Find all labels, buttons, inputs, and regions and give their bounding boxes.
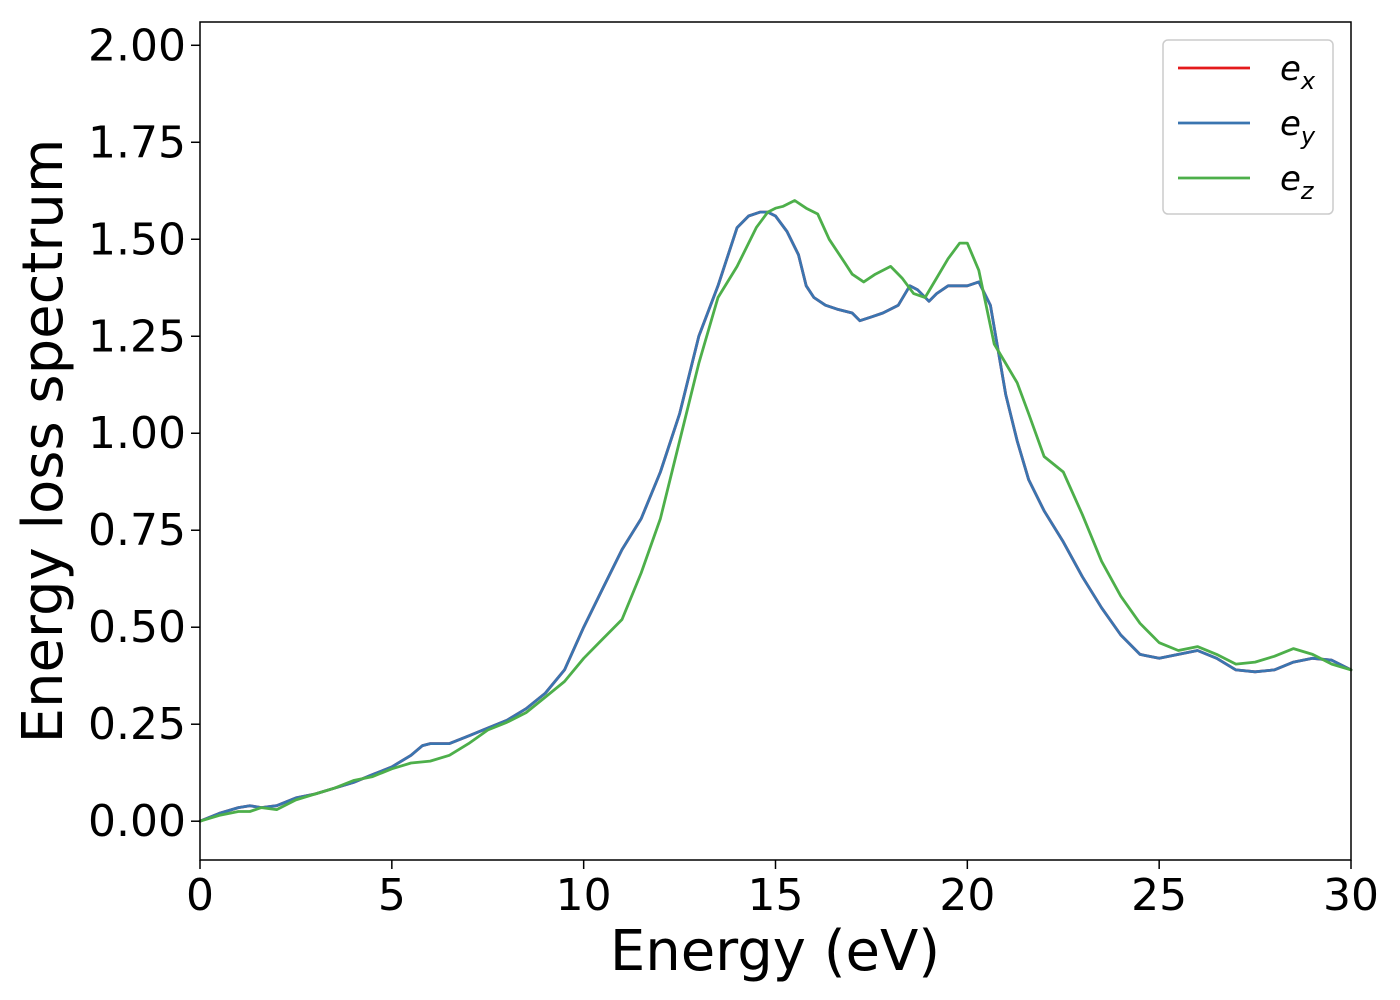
- y-tick-label: 1.50: [88, 214, 186, 265]
- y-tick-label: 1.75: [88, 117, 186, 168]
- series-line-e-z: [198, 199, 1353, 823]
- y-tick-label: 0.00: [88, 796, 186, 847]
- x-tick-label: 30: [1323, 870, 1379, 921]
- x-tick-label: 25: [1131, 870, 1187, 921]
- x-axis-label: Energy (eV): [610, 919, 940, 984]
- legend-label-z: ez: [1280, 159, 1315, 205]
- y-tick-label: 1.25: [88, 311, 186, 362]
- plot-background: [200, 22, 1351, 860]
- legend: ex ey ez: [1162, 39, 1334, 215]
- x-tick-label: 5: [378, 870, 406, 921]
- legend-box: [1162, 39, 1334, 215]
- legend-label-y: ey: [1280, 104, 1316, 150]
- x-tick-label: 0: [186, 870, 214, 921]
- legend-label-x: ex: [1280, 49, 1316, 95]
- x-axis: 0 5 10 15 20 25 30: [186, 860, 1379, 921]
- y-tick-label: 0.75: [88, 505, 186, 556]
- y-tick-label: 1.00: [88, 408, 186, 459]
- y-tick-label: 2.00: [88, 20, 186, 71]
- x-tick-label: 15: [748, 870, 804, 921]
- series-layer: [198, 199, 1353, 823]
- y-axis-label: Energy loss spectrum: [11, 139, 76, 744]
- series-line-e-y: [198, 210, 1353, 823]
- y-tick-label: 0.25: [88, 699, 186, 750]
- y-axis: 0.00 0.25 0.50 0.75 1.00 1.25 1.50 1.75 2.00: [88, 20, 200, 847]
- y-tick-label: 0.50: [88, 602, 186, 653]
- x-tick-label: 10: [556, 870, 612, 921]
- x-tick-label: 20: [939, 870, 995, 921]
